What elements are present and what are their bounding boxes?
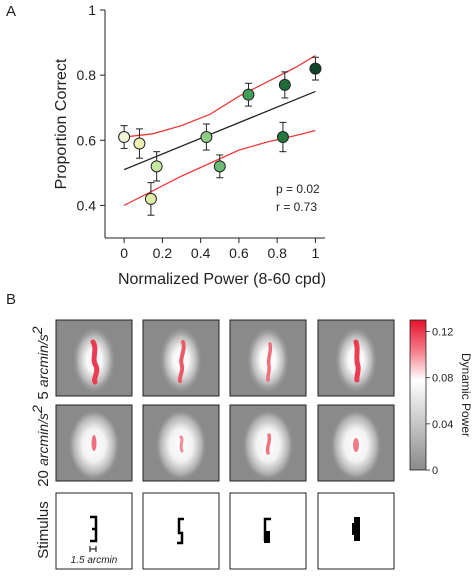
row-label-stimulus: Stimulus [35, 501, 52, 559]
stimulus-2 [142, 492, 220, 570]
x-tick-label: 0 [120, 245, 128, 261]
stat-p: p = 0.02 [276, 182, 320, 196]
point-marker [242, 88, 255, 101]
point-marker [150, 160, 163, 173]
data-point [309, 56, 322, 81]
row-label-20: 20 arcmin/s2 [29, 405, 52, 487]
y-tick-label: 1 [88, 2, 96, 18]
row-label-5-unit: arcmin/s [35, 334, 51, 387]
heatmap-5-4 [317, 319, 395, 397]
stat-r: r = 0.73 [276, 200, 317, 214]
row-label-20-num: 20 [35, 466, 52, 487]
heatmap-20-2 [142, 404, 220, 482]
row-label-5: 5 arcmin/s2 [29, 326, 52, 399]
heatmap-row-20 [55, 404, 395, 482]
y-tick-label: 0.4 [77, 197, 97, 213]
row-label-5-num: 5 [35, 387, 52, 400]
panel-a-label: A [6, 3, 16, 20]
point-marker [213, 160, 226, 173]
colorbar-ticks: 0.12 0.08 0.04 0 [426, 327, 453, 477]
stimulus-4 [317, 492, 395, 570]
panel-b-label: B [6, 291, 16, 308]
y-axis-title: Proportion Correct [53, 58, 70, 189]
scale-bar-label: 1.5 arcmin [71, 555, 118, 566]
data-point [278, 71, 291, 99]
data-point [213, 154, 226, 179]
data-point [242, 82, 255, 107]
stimulus-row: 1.5 arcmin [55, 492, 395, 570]
data-point [276, 121, 289, 153]
data-point [118, 125, 131, 149]
data-point [150, 151, 163, 182]
stimulus-3 [229, 492, 307, 570]
x-axis: 0 0.2 0.4 0.6 0.8 1 [105, 237, 325, 261]
point-marker [278, 78, 291, 91]
x-tick-label: 1 [312, 245, 320, 261]
row-label-20-sup: 2 [29, 405, 45, 414]
point-marker [133, 137, 146, 150]
heatmap-5-2 [142, 319, 220, 397]
heatmap-20-3 [229, 404, 307, 482]
heatmap-5-3 [229, 319, 307, 397]
point-marker [144, 192, 157, 205]
chart-a: 0.4 0.6 0.8 1 0 0.2 0.4 0.6 0.8 1 Proportion Cor… [53, 2, 326, 288]
x-tick-label: 0.8 [267, 245, 287, 261]
point-marker [118, 131, 131, 144]
y-ticks: 0.4 0.6 0.8 1 [77, 2, 105, 213]
colorbar-tick-label: 0 [432, 465, 438, 477]
data-points [118, 56, 322, 216]
heatmap-5-1 [55, 319, 133, 397]
data-point [200, 123, 213, 151]
heatmap-row-5 [55, 319, 395, 397]
row-label-5-sup: 2 [29, 326, 45, 335]
colorbar-gradient [409, 319, 427, 471]
data-point [133, 128, 146, 159]
scale-bar [89, 546, 97, 552]
x-tick-label: 0.6 [229, 245, 249, 261]
regression-line [123, 90, 316, 171]
point-marker [200, 131, 213, 144]
y-tick-label: 0.8 [77, 67, 97, 83]
y-tick-label: 0.6 [77, 132, 97, 148]
heatmap-20-4 [317, 404, 395, 482]
data-point [144, 182, 157, 216]
colorbar: 0.12 0.08 0.04 0 Dynamic Power [409, 319, 473, 477]
x-axis-title: Normalized Power (8-60 cpd) [118, 271, 326, 288]
point-marker [309, 62, 322, 75]
stimulus-1: 1.5 arcmin [55, 492, 133, 570]
colorbar-title: Dynamic Power [459, 353, 473, 437]
row-label-20-unit: arcmin/s [35, 413, 51, 466]
heatmap-20-1 [55, 404, 133, 482]
x-ticks: 0 0.2 0.4 0.6 0.8 1 [120, 238, 320, 261]
y-axis: 0.4 0.6 0.8 1 [77, 2, 106, 238]
ci-upper-curve [124, 55, 316, 138]
ci-lower-curve [123, 129, 316, 206]
colorbar-tick-label: 0.12 [432, 327, 453, 339]
x-tick-label: 0.2 [153, 245, 173, 261]
colorbar-tick-label: 0.08 [432, 373, 453, 385]
point-marker [276, 131, 289, 144]
x-tick-label: 0.4 [191, 245, 211, 261]
colorbar-tick-label: 0.04 [432, 419, 453, 431]
